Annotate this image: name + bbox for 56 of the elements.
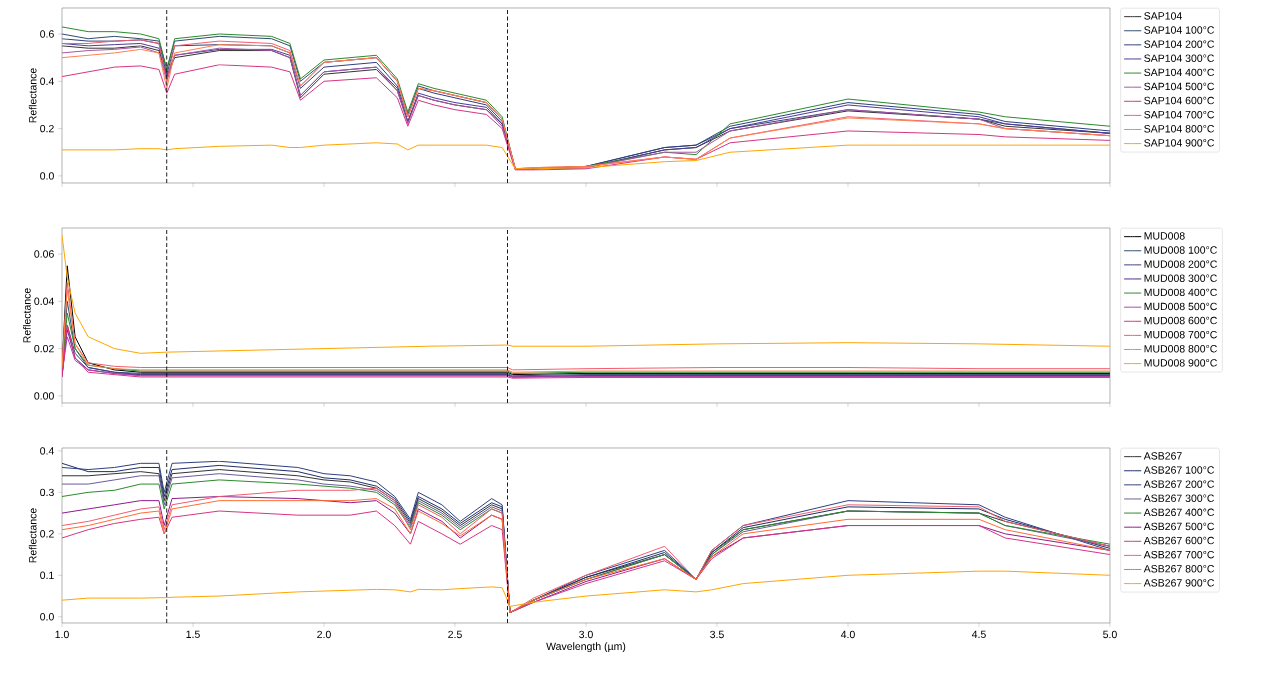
y-tick-label: 0.3 — [40, 488, 54, 497]
legend-label: SAP104 500°C — [1144, 82, 1215, 91]
y-tick-label: 0.00 — [34, 392, 54, 400]
legend-label: ASB267 800°C — [1143, 565, 1215, 573]
legend-label: ASB267 900°C — [1143, 579, 1215, 587]
legend-label: MUD008 900°C — [1144, 359, 1217, 367]
legend-label: ASB267 300°C — [1143, 494, 1215, 502]
y-tick-label: 0.0 — [40, 172, 54, 180]
legend-label: SAP104 — [1144, 12, 1182, 20]
legend-label: MUD008 100°C — [1144, 246, 1217, 254]
legend-label: MUD008 200°C — [1144, 260, 1217, 268]
legend-label: MUD008 300°C — [1144, 274, 1217, 282]
legend-label: SAP104 700°C — [1144, 110, 1215, 119]
y-tick-label: 0.0 — [40, 613, 54, 621]
legend-label: ASB267 600°C — [1143, 536, 1215, 545]
x-tick-label: 5.0 — [1103, 630, 1117, 639]
x-tick-label: 1.0 — [55, 630, 69, 639]
legend-label: ASB267 200°C — [1143, 480, 1215, 488]
legend-label: SAP104 200°C — [1144, 40, 1215, 48]
legend-label: ASB267 400°C — [1143, 508, 1215, 517]
legend-label: SAP104 900°C — [1144, 139, 1215, 147]
legend-label: ASB267 100°C — [1143, 466, 1215, 474]
x-tick-label: 1.5 — [186, 630, 200, 639]
x-tick-label: 2.0 — [317, 630, 331, 639]
x-tick-label: 3.0 — [579, 630, 593, 639]
x-axis-title: Wavelength (µm) — [546, 642, 626, 653]
y-tick-label: 0.4 — [40, 447, 54, 455]
x-tick-label: 4.5 — [971, 630, 986, 639]
y-tick-label: 0.4 — [40, 77, 54, 86]
y-axis-title: Reflectance — [28, 508, 37, 563]
legend-label: MUD008 — [1144, 232, 1185, 240]
legend-label: MUD008 500°C — [1144, 302, 1217, 311]
legend-label: MUD008 700°C — [1144, 330, 1217, 339]
y-axis-title: Reflectance — [28, 68, 37, 123]
legend-label: MUD008 800°C — [1144, 345, 1217, 353]
legend-label: ASB267 500°C — [1143, 522, 1215, 531]
legend-label: SAP104 400°C — [1144, 68, 1215, 77]
x-tick-label: 4.0 — [840, 630, 855, 639]
y-tick-label: 0.6 — [40, 30, 54, 38]
y-tick-label: 0.1 — [40, 571, 54, 580]
legend-label: SAP104 100°C — [1144, 26, 1215, 34]
legend-label: SAP104 300°C — [1144, 54, 1215, 62]
y-tick-label: 0.2 — [40, 530, 54, 538]
y-tick-label: 0.02 — [34, 344, 54, 353]
y-axis-title: Reflectance — [22, 288, 31, 343]
legend-label: MUD008 600°C — [1144, 316, 1217, 325]
legend-label: ASB267 — [1143, 452, 1182, 460]
x-tick-label: 3.5 — [710, 630, 724, 639]
y-tick-label: 0.04 — [34, 297, 54, 306]
y-tick-label: 0.06 — [34, 250, 54, 258]
y-tick-label: 0.2 — [40, 124, 54, 133]
legend-label: ASB267 700°C — [1143, 550, 1215, 559]
legend-label: MUD008 400°C — [1144, 288, 1217, 297]
legend-label: SAP104 800°C — [1144, 125, 1215, 133]
x-tick-label: 2.5 — [448, 630, 462, 639]
legend-label: SAP104 600°C — [1144, 96, 1215, 105]
